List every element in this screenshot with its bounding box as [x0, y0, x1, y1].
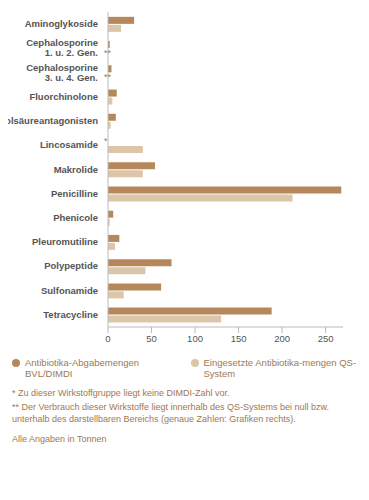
html-text:Alle Angaben in Tonnen: Alle Angaben in Tonnen: [12, 434, 107, 444]
svg-text:Makrolide: Makrolide: [54, 164, 98, 175]
svg-text:Polypeptide: Polypeptide: [44, 260, 98, 271]
svg-text:Lincosamide: Lincosamide: [40, 139, 98, 150]
svg-text:Cephalosporine3. u. 4. Gen.: Cephalosporine3. u. 4. Gen.: [26, 62, 98, 83]
svg-text:Fluorchinolone: Fluorchinolone: [29, 91, 98, 102]
svg-text:0: 0: [105, 333, 110, 344]
html-text:* Zu dieser Wirkstoffgruppe li: * Zu dieser Wirkstoffgruppe liegt keine …: [12, 388, 230, 398]
svg-text:Tetracycline: Tetracycline: [43, 309, 98, 320]
svg-text:150: 150: [231, 333, 247, 344]
svg-text:*: *: [104, 136, 108, 146]
svg-text:Cephalosporine1. u. 2. Gen.: Cephalosporine1. u. 2. Gen.: [26, 37, 98, 58]
svg-text:100: 100: [187, 333, 203, 344]
svg-text:Pleuromutiline: Pleuromutiline: [32, 236, 98, 247]
svg-text:**: **: [104, 48, 112, 58]
svg-text:200: 200: [274, 333, 290, 344]
html-text:Eingesetzte Antibiotika-mengen: Eingesetzte Antibiotika-mengen QS-System: [203, 357, 357, 379]
svg-text:Folsäureantagonisten: Folsäureantagonisten: [8, 115, 98, 126]
svg-text:Aminoglykoside: Aminoglykoside: [25, 18, 98, 29]
svg-text:50: 50: [146, 333, 157, 344]
svg-text:**: **: [104, 72, 112, 82]
html-text:Antibiotika-Abgabemengen BVL/D: Antibiotika-Abgabemengen BVL/DIMDI: [25, 357, 140, 379]
svg-text:Phenicole: Phenicole: [53, 212, 98, 223]
svg-text:Sulfonamide: Sulfonamide: [41, 285, 98, 296]
html-text:** Der Verbrauch dieser Wirkst: ** Der Verbrauch dieser Wirkstoffe liegt…: [12, 402, 329, 424]
svg-text:250: 250: [318, 333, 334, 344]
svg-text:Penicilline: Penicilline: [51, 188, 98, 199]
